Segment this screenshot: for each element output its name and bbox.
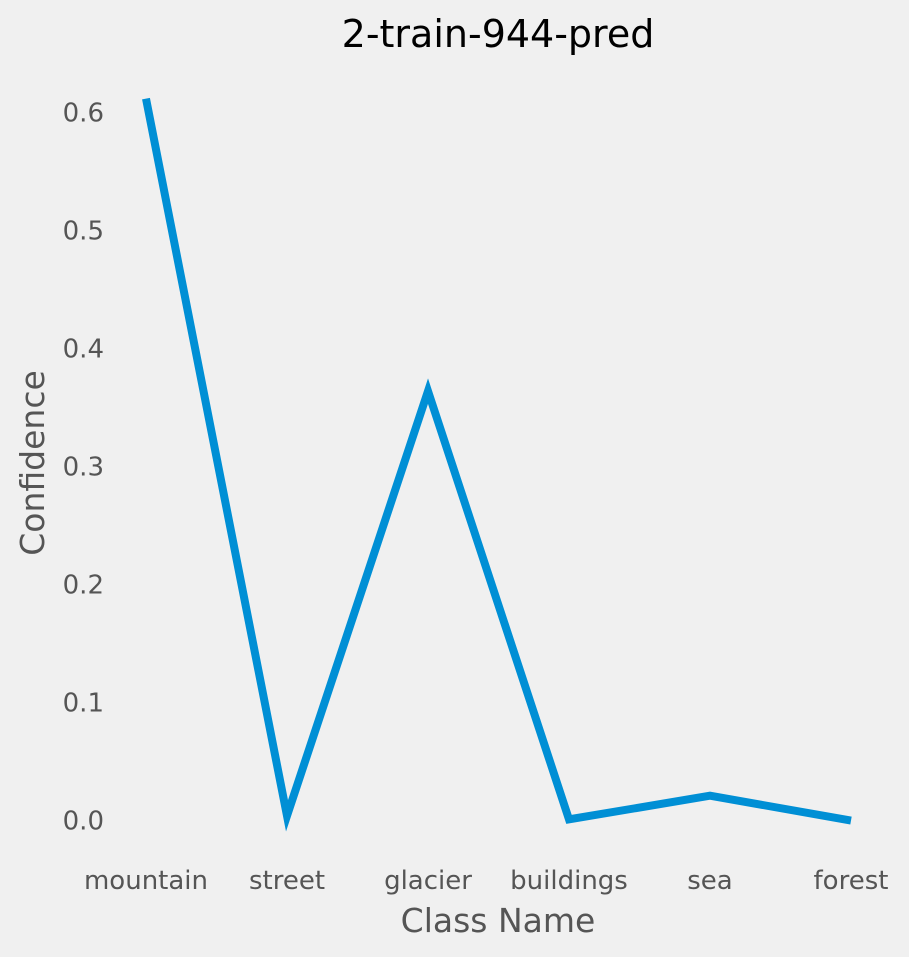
x-tick-label: glacier: [384, 866, 472, 896]
y-axis-ticks: 0.0 0.1 0.2 0.3 0.4 0.5 0.6: [63, 99, 104, 837]
x-tick-label: street: [249, 866, 325, 896]
x-tick-label: mountain: [84, 866, 208, 896]
y-tick-label: 0.3: [63, 453, 104, 483]
y-tick-label: 0.1: [63, 689, 104, 719]
y-tick-label: 0.4: [63, 335, 104, 365]
y-tick-label: 0.5: [63, 217, 104, 247]
series-layer: [142, 97, 852, 832]
chart-title: 2-train-944-pred: [342, 12, 655, 56]
series-line: [142, 97, 852, 832]
y-tick-label: 0.6: [63, 99, 104, 129]
y-axis-label: Confidence: [13, 370, 52, 556]
x-axis-ticks: mountain street glacier buildings sea forest: [84, 866, 888, 896]
x-tick-label: buildings: [510, 866, 628, 896]
x-axis-label: Class Name: [401, 901, 596, 940]
y-tick-label: 0.0: [63, 807, 104, 837]
x-tick-label: forest: [814, 866, 889, 896]
y-tick-label: 0.2: [63, 571, 104, 601]
x-tick-label: sea: [687, 866, 732, 896]
